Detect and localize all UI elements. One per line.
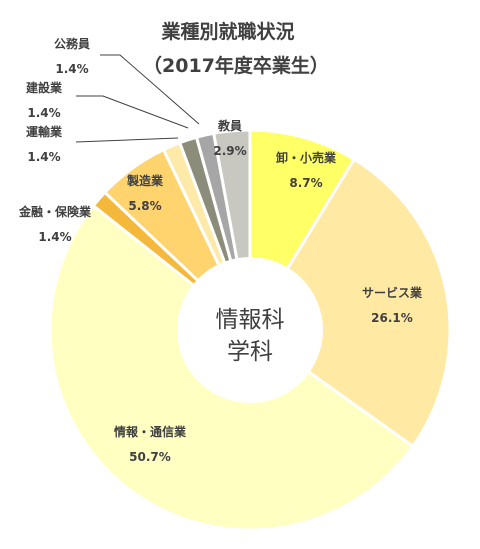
center-label-line1: 情報科 — [216, 307, 285, 333]
center-label-line2: 学科 — [227, 339, 273, 365]
slice-value-label-0: 8.7% — [289, 176, 322, 190]
slice-value-label-8: 2.9% — [213, 144, 246, 158]
slice-value-label-7: 1.4% — [55, 62, 88, 76]
leader-line-5 — [75, 137, 179, 143]
slice-labels: 卸・小売業 8.7% サービス業 26.1% 情報・通信業 50.7% 金融・保険業 1.4%… — [18, 36, 423, 464]
slice-value-label-2: 50.7% — [129, 450, 171, 464]
slice-value-label-1: 26.1% — [371, 311, 413, 325]
slice-name-label-6: 建設業 — [25, 80, 63, 95]
pie-slice-1 — [247, 157, 452, 449]
slice-value-label-5: 1.4% — [27, 150, 60, 164]
leader-lines — [75, 54, 200, 143]
slice-name-label-3: 金融・保険業 — [18, 204, 92, 219]
slice-name-label-5: 運輸業 — [26, 124, 63, 139]
slice-name-label-0: 卸・小売業 — [276, 150, 337, 165]
slice-value-label-6: 1.4% — [27, 106, 60, 120]
leader-line-6 — [76, 95, 189, 129]
chart-subtitle: （2017年度卒業生） — [143, 54, 329, 77]
slice-name-label-2: 情報・通信業 — [114, 424, 187, 439]
slice-name-label-7: 公務員 — [54, 36, 90, 51]
slice-name-label-1: サービス業 — [362, 285, 423, 300]
chart-title: 業種別就職状況 — [160, 20, 294, 43]
leader-line-7 — [100, 54, 200, 125]
slice-name-label-8: 教員 — [217, 118, 242, 133]
slice-name-label-4: 製造業 — [126, 173, 164, 188]
donut-hole — [177, 257, 323, 403]
slice-value-label-4: 5.8% — [128, 199, 161, 213]
slice-value-label-3: 1.4% — [38, 230, 71, 244]
